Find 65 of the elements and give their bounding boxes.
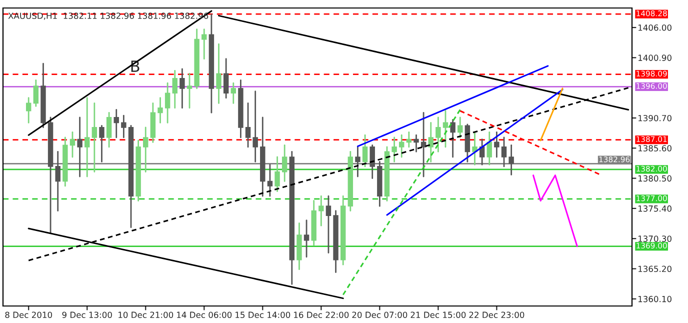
candlestick	[216, 43, 222, 104]
candlestick	[114, 109, 119, 138]
candlestick	[501, 136, 507, 168]
candlestick	[267, 164, 273, 197]
candlestick	[318, 195, 324, 226]
candlestick	[55, 150, 60, 212]
candlestick	[172, 70, 178, 109]
candlestick	[230, 82, 236, 104]
candlestick	[143, 126, 148, 172]
x-tick-label: 21 Dec 15:00	[410, 312, 466, 318]
y-tick-label: 1390.70	[638, 114, 672, 122]
candlestick	[282, 144, 288, 182]
candlestick	[180, 68, 185, 109]
y-tick-label: 1365.20	[638, 266, 672, 272]
candlestick	[202, 28, 207, 60]
candlestick	[420, 112, 426, 178]
x-tick-label: 9 Dec 13:00	[62, 312, 112, 318]
y-tick-label: 1370.30	[638, 236, 672, 242]
x-tick-label: 8 Dec 2010	[5, 312, 52, 318]
candlestick	[414, 134, 419, 152]
y-tick-label: 1385.60	[638, 145, 672, 152]
candlestick	[362, 134, 368, 168]
y-tick-label: 1380.50	[638, 175, 672, 182]
candlestick	[99, 124, 104, 162]
candlestick	[392, 136, 397, 162]
candlestick	[121, 114, 126, 138]
x-tick-label: 22 Dec 23:00	[469, 312, 524, 318]
candlestick	[370, 144, 375, 179]
candlestick	[494, 131, 500, 158]
candlestick	[77, 116, 82, 178]
candlestick	[245, 102, 251, 148]
candlestick	[304, 220, 310, 258]
x-tick-label: 10 Dec 21:00	[118, 312, 174, 318]
candlestick	[436, 116, 441, 152]
candlestick	[84, 97, 90, 178]
candlestick	[106, 112, 112, 148]
candlestick	[355, 146, 360, 178]
candlestick	[326, 195, 332, 254]
candlestick	[223, 58, 229, 99]
y-tick-label: 1360.10	[638, 296, 672, 302]
candlestick	[428, 122, 434, 162]
candlestick	[406, 131, 412, 148]
candlestick	[92, 102, 98, 172]
y-tick-label: 1406.00	[638, 24, 672, 31]
x-tick-label: 15 Dec 14:00	[236, 312, 290, 318]
candlestick	[486, 131, 492, 166]
candlestick	[274, 156, 280, 192]
candlestick	[398, 134, 404, 158]
x-tick-label: 14 Dec 06:00	[177, 312, 232, 318]
candlestick	[158, 97, 163, 124]
candlestick	[442, 110, 448, 148]
y-tick-label: 1400.90	[638, 54, 672, 61]
x-tick-label: 20 Dec 07:00	[352, 312, 408, 318]
candlestick	[70, 131, 76, 158]
candlestick	[458, 116, 463, 138]
candlestick	[472, 131, 478, 166]
candlestick	[186, 72, 192, 109]
y-tick-label: 1375.40	[638, 205, 672, 212]
candlestick	[508, 144, 514, 176]
x-tick-label: 16 Dec 22:00	[294, 312, 349, 318]
candlestick	[26, 97, 32, 124]
candlestick	[252, 90, 258, 162]
candlestick	[450, 119, 456, 158]
candlestick	[164, 82, 170, 124]
candlestick	[33, 79, 39, 107]
